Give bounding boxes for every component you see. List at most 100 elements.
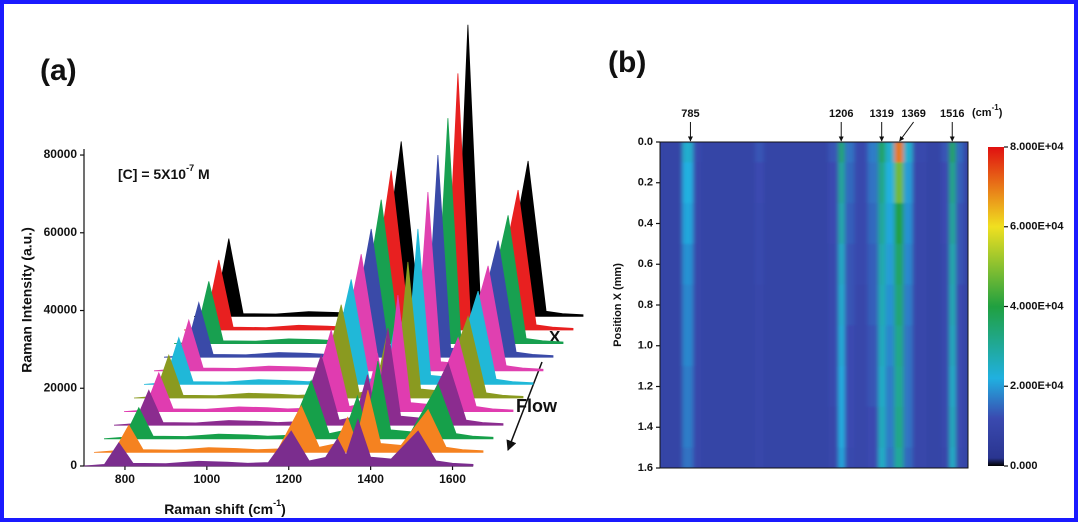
heatmap-cell xyxy=(838,142,845,163)
colorbar xyxy=(988,147,1004,466)
heatmap-cell xyxy=(903,162,913,203)
heatmap-cell xyxy=(682,407,693,448)
heatmap-cell xyxy=(903,285,913,326)
heatmap-cell xyxy=(927,142,942,163)
heatmap-cell xyxy=(912,244,927,285)
peak-label: 1369 xyxy=(901,108,925,120)
heatmap-cell xyxy=(764,325,777,366)
heatmap-cell xyxy=(693,203,702,244)
heatmap-cell xyxy=(838,325,845,366)
heatmap-cell xyxy=(845,325,855,366)
peak-label: 1206 xyxy=(829,108,853,120)
heatmap-cell xyxy=(693,325,702,366)
y-tick-label: 1.0 xyxy=(638,340,653,352)
heatmap-cell xyxy=(682,325,693,366)
heatmap-cell xyxy=(894,325,903,366)
y-tick-label: 0.4 xyxy=(638,217,654,229)
unit-label: (cm-1) xyxy=(972,103,1003,119)
heatmap-cell xyxy=(838,407,845,448)
heatmap-cell xyxy=(794,203,812,244)
heatmap-cell xyxy=(667,366,683,407)
heatmap-cell xyxy=(927,285,942,326)
heatmap-plot: 0.00.20.40.60.81.01.21.41.67851206131913… xyxy=(638,108,1065,474)
heatmap-cell xyxy=(903,325,913,366)
heatmap-cell xyxy=(845,366,855,407)
heatmap-cell xyxy=(949,142,956,163)
heatmap-cell xyxy=(660,203,668,244)
heatmap-cell xyxy=(828,285,839,326)
heatmap-cell xyxy=(701,325,719,366)
heatmap-cell xyxy=(927,162,942,203)
heatmap-cell xyxy=(812,325,829,366)
heatmap-cell xyxy=(885,142,894,163)
heatmap-cell xyxy=(776,407,794,448)
heatmap-cell xyxy=(794,325,812,366)
heatmap-cell xyxy=(741,162,756,203)
annotation-text: [C] = 5X10 xyxy=(118,166,186,182)
heatmap-cell xyxy=(794,285,812,326)
heatmap-cell xyxy=(941,203,950,244)
peak-label: 1516 xyxy=(940,108,964,120)
heatmap-cell xyxy=(894,203,903,244)
heatmap-cell xyxy=(701,244,719,285)
heatmap-cell xyxy=(764,203,777,244)
heatmap-cell xyxy=(682,285,693,326)
annotation-sup: -7 xyxy=(186,163,194,173)
heatmap-cell xyxy=(755,285,764,326)
x-tick-label: 800 xyxy=(115,472,135,486)
heatmap-cell xyxy=(776,162,794,203)
heatmap-cell xyxy=(894,142,903,163)
y-tick-label: 80000 xyxy=(44,147,78,161)
heatmap-cell xyxy=(903,203,913,244)
heatmap-cell xyxy=(667,448,683,469)
heatmap-cell xyxy=(854,142,868,163)
heatmap-cell xyxy=(755,162,764,203)
peak-arrow xyxy=(900,122,914,141)
heatmap-cell xyxy=(701,162,719,203)
heatmap-cell xyxy=(927,203,942,244)
heatmap-cell xyxy=(845,285,855,326)
heatmap-cell xyxy=(764,244,777,285)
heatmap-cell xyxy=(755,244,764,285)
x-tick-label: 1000 xyxy=(193,472,220,486)
y-tick-label: 60000 xyxy=(44,225,78,239)
x-axis-label-text: ) xyxy=(281,501,286,517)
heatmap-cell xyxy=(854,325,868,366)
heatmap-cell xyxy=(927,244,942,285)
heatmap-cell xyxy=(949,285,956,326)
heatmap-cell xyxy=(794,366,812,407)
heatmap-cell xyxy=(693,162,702,203)
heatmap-cell xyxy=(885,448,894,469)
heatmap-cell xyxy=(878,407,886,448)
y-tick-label: 40000 xyxy=(44,303,78,317)
heatmap-cell xyxy=(949,407,956,448)
heatmap-cell xyxy=(903,366,913,407)
heatmap-cell xyxy=(660,366,668,407)
heatmap-cell xyxy=(912,448,927,469)
panel-label: (b) xyxy=(608,46,646,79)
heatmap-cell xyxy=(949,244,956,285)
heatmap-cell xyxy=(828,162,839,203)
heatmap-cell xyxy=(854,244,868,285)
heatmap-cell xyxy=(682,366,693,407)
heatmap-cell xyxy=(885,162,894,203)
y-tick-label: 20000 xyxy=(44,380,78,394)
heatmap-cell xyxy=(912,203,927,244)
heatmap-cell xyxy=(776,285,794,326)
heatmap-cell xyxy=(838,244,845,285)
heatmap-cell xyxy=(878,366,886,407)
heatmap-cell xyxy=(941,162,950,203)
heatmap-cell xyxy=(660,162,668,203)
x-tick-label: 1400 xyxy=(357,472,384,486)
y-tick-label: 1.6 xyxy=(638,462,653,474)
heatmap-cell xyxy=(682,142,693,163)
y-tick-label: 0.0 xyxy=(638,136,653,148)
heatmap-cell xyxy=(885,366,894,407)
annotation: [C] = 5X10-7 M xyxy=(118,163,210,181)
heatmap-cell xyxy=(764,162,777,203)
heatmap-cell xyxy=(741,142,756,163)
heatmap-cell xyxy=(660,325,668,366)
colorbar-tick-label: 8.000E+04 xyxy=(1010,141,1064,153)
heatmap-cell xyxy=(941,325,950,366)
